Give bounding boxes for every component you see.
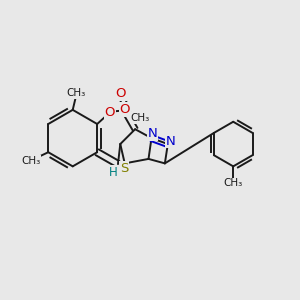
Text: CH₃: CH₃ [67,88,86,98]
Text: CH₃: CH₃ [130,113,150,123]
Text: O: O [116,87,126,100]
Text: O: O [104,106,115,119]
Text: N: N [148,128,158,140]
Text: S: S [120,162,128,175]
Text: N: N [165,135,175,148]
Text: O: O [119,103,130,116]
Text: CH₃: CH₃ [224,178,243,188]
Text: H: H [109,166,118,179]
Text: CH₃: CH₃ [21,156,41,166]
